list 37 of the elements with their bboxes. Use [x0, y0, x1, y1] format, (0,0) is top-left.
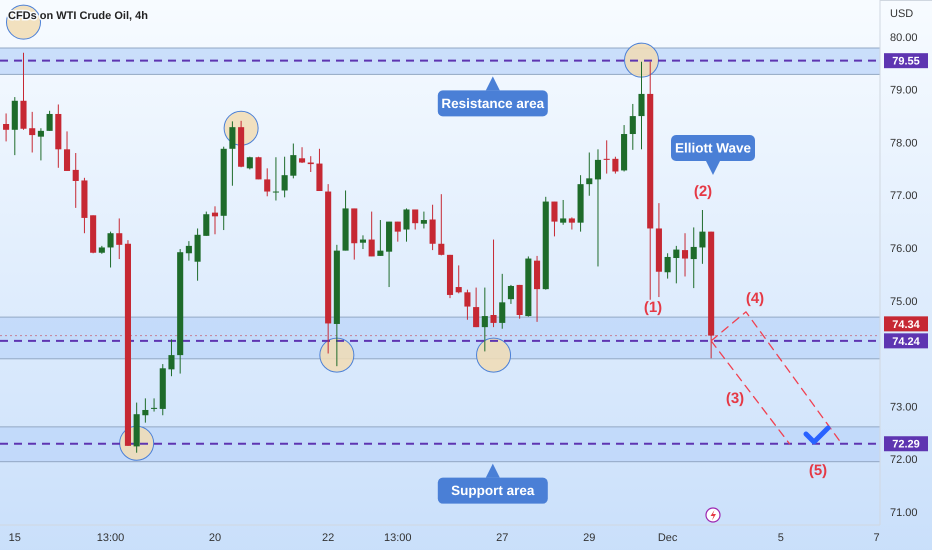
x-tick-label: 20: [208, 532, 222, 544]
y-tick-label: 75.00: [890, 296, 918, 308]
band-label: Support area: [451, 483, 535, 498]
x-tick-label: 22: [322, 532, 334, 544]
annotation: (5): [808, 462, 828, 479]
ref-line-label: 79.55: [892, 56, 920, 68]
x-tick-label: 5: [778, 532, 784, 544]
y-tick-label: 80.00: [890, 32, 918, 44]
x-tick-label: 13:00: [384, 532, 412, 544]
y-tick-label: 78.00: [890, 137, 918, 150]
price-tag: 74.34: [884, 316, 928, 332]
ref-line-label: 74.34: [892, 318, 921, 331]
price-tag: 74.24: [884, 333, 928, 348]
y-tick-label: 72.00: [890, 454, 918, 466]
annotation: (2): [694, 183, 712, 200]
x-tick-label: 13:00: [96, 532, 124, 544]
x-tick-label: 29: [583, 532, 596, 544]
y-tick-label: 77.00: [890, 190, 918, 202]
ref-line-label: 74.24: [892, 336, 921, 348]
annotation: Elliott Wave: [674, 140, 752, 156]
band-label: Resistance area: [441, 96, 545, 111]
x-tick-label: Dec: [658, 532, 678, 544]
annotation: (1): [644, 299, 662, 316]
y-tick-label: 76.00: [890, 242, 918, 255]
annotation: (4): [746, 290, 764, 307]
price-tag: 72.29: [884, 436, 928, 452]
annotation: (3): [726, 390, 744, 407]
price-tag: 79.55: [884, 53, 928, 68]
y-tick-label: 71.00: [890, 506, 918, 519]
x-tick-label: 15: [8, 532, 21, 544]
y-tick-label: 79.00: [890, 84, 918, 97]
y-tick-label: 73.00: [890, 401, 918, 414]
x-tick-label: 27: [496, 532, 508, 544]
y-axis-title: USD: [890, 8, 914, 20]
text: CFDs on WTI Crude Oil, 4h: [8, 10, 148, 22]
x-tick-label: 7: [873, 532, 880, 544]
ref-line-label: 72.29: [892, 438, 920, 451]
